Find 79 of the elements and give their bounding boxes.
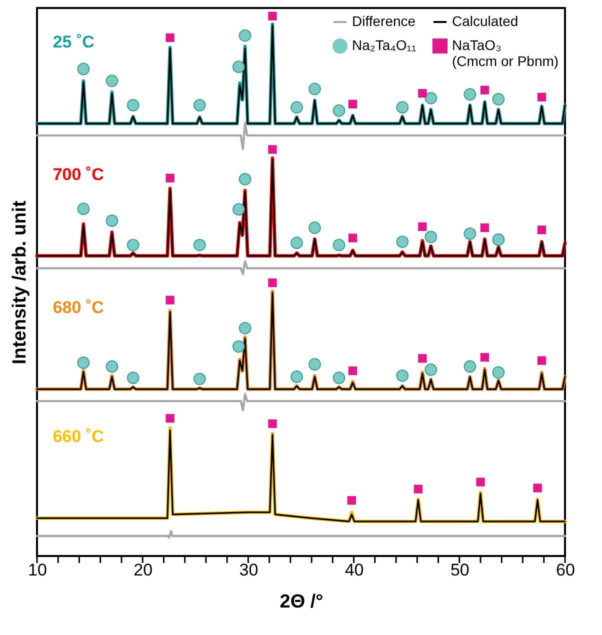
point (193, 238, 206, 252)
point (308, 82, 321, 96)
point (290, 236, 303, 250)
point (480, 223, 490, 232)
point (106, 74, 118, 88)
point (424, 230, 438, 244)
point (348, 366, 358, 376)
point (537, 356, 546, 365)
point (396, 101, 409, 114)
legend-label: Na₂Ta₄O₁₁ (352, 37, 416, 53)
point (464, 227, 476, 240)
x-tick-label: 40 (344, 560, 364, 580)
point (424, 364, 438, 376)
point (492, 366, 505, 379)
series-label: 25 ˚C (52, 32, 94, 52)
point (308, 222, 321, 234)
point (537, 92, 546, 102)
point (492, 233, 505, 246)
point (77, 356, 90, 369)
point (290, 101, 303, 114)
legend-label: Calculated (452, 13, 518, 29)
point (290, 370, 303, 383)
point (418, 88, 427, 98)
point (480, 86, 490, 94)
legend-label: Difference (352, 13, 416, 29)
point (106, 214, 118, 227)
point (396, 236, 409, 248)
text: 700 ˚C (52, 164, 104, 184)
text: 680 ˚C (52, 298, 104, 318)
point (232, 203, 245, 216)
point (464, 88, 476, 101)
point (166, 174, 174, 182)
point (347, 496, 356, 505)
point (268, 419, 277, 428)
x-tick-label: 60 (556, 560, 575, 580)
text: 660 ˚C (52, 427, 104, 446)
point (348, 234, 358, 242)
point (396, 369, 409, 382)
point (480, 352, 490, 362)
x-tick-label: 30 (239, 560, 258, 580)
x-tick-label: 20 (134, 560, 153, 580)
point (268, 278, 277, 288)
point (193, 372, 206, 386)
point (268, 12, 277, 20)
point (232, 60, 245, 74)
point (77, 62, 90, 76)
point (126, 98, 140, 112)
point (238, 29, 252, 42)
point (166, 414, 174, 423)
point (308, 358, 321, 371)
point (77, 202, 90, 216)
point (464, 360, 476, 373)
point (332, 104, 346, 117)
point (348, 100, 358, 108)
point (126, 238, 140, 252)
point (166, 296, 174, 304)
point (332, 372, 346, 384)
point (166, 33, 174, 42)
point (418, 354, 427, 363)
point (238, 322, 252, 334)
point (106, 360, 118, 373)
x-axis-title: 2Θ /° (280, 592, 324, 612)
point (418, 222, 427, 231)
point (238, 172, 252, 186)
point (492, 93, 505, 106)
point (126, 372, 140, 384)
legend-label: NaTaO₃ (Cmcm or Pbnm) (452, 37, 559, 69)
x-tick-label: 10 (28, 560, 47, 580)
point (476, 478, 485, 486)
point (268, 145, 277, 154)
point (537, 226, 546, 234)
point (193, 98, 206, 112)
x-tick-label: 50 (450, 560, 470, 580)
point (533, 484, 542, 492)
point (414, 484, 423, 494)
point (332, 238, 346, 252)
y-axis-title: Intensity /arb. unit (10, 200, 30, 364)
point (424, 92, 438, 104)
point (232, 340, 245, 353)
